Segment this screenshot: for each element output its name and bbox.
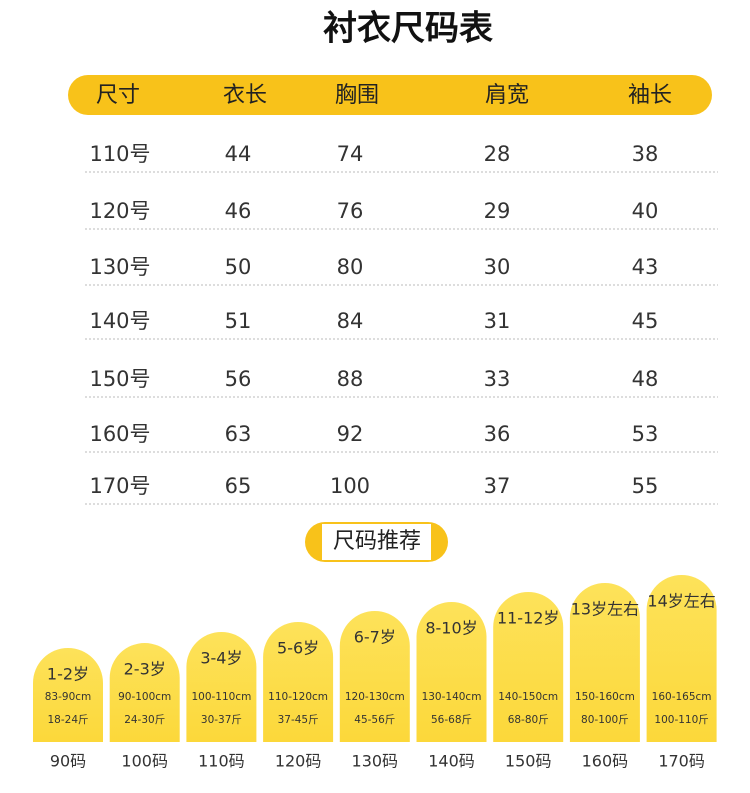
cell: 140号	[89, 309, 150, 333]
cell: 37	[484, 474, 511, 498]
card-weight: 68-80斤	[508, 714, 549, 726]
card-size: 100码	[121, 752, 168, 771]
card-age: 8-10岁	[425, 619, 477, 638]
card-weight: 56-68斤	[431, 714, 472, 726]
cell: 80	[337, 255, 364, 279]
size-card	[33, 648, 103, 742]
card-height: 90-100cm	[118, 691, 171, 703]
column-header: 尺寸	[96, 83, 140, 108]
size-card	[569, 583, 640, 742]
card-age: 13岁左右	[571, 600, 639, 619]
title: 衬衣尺码表	[323, 9, 493, 49]
cell: 55	[632, 474, 659, 498]
cell: 44	[225, 142, 252, 166]
cell: 48	[632, 367, 659, 391]
cell: 29	[484, 199, 511, 223]
header-bar	[68, 75, 712, 115]
card-size: 130码	[352, 752, 399, 771]
card-height: 110-120cm	[268, 691, 328, 703]
cell: 28	[484, 142, 511, 166]
column-header: 胸围	[335, 83, 379, 108]
card-weight: 100-110斤	[654, 714, 708, 726]
card-height: 100-110cm	[191, 691, 251, 703]
recommend-title: 尺码推荐	[333, 529, 421, 554]
card-weight: 80-100斤	[581, 714, 629, 726]
card-height: 83-90cm	[45, 691, 92, 703]
cell: 63	[225, 422, 252, 446]
cell: 30	[484, 255, 511, 279]
cell: 65	[225, 474, 252, 498]
card-age: 11-12岁	[497, 609, 560, 628]
cell: 56	[225, 367, 252, 391]
card-height: 120-130cm	[345, 691, 405, 703]
card-age: 2-3岁	[124, 660, 166, 679]
column-header: 袖长	[628, 83, 672, 108]
card-height: 140-150cm	[498, 691, 558, 703]
size-card	[263, 622, 334, 742]
cell: 84	[337, 309, 364, 333]
size-card	[646, 575, 717, 742]
card-size: 140码	[428, 752, 475, 771]
cell: 38	[632, 142, 659, 166]
card-size: 90码	[50, 752, 86, 771]
cell: 170号	[89, 474, 150, 498]
cell: 74	[337, 142, 364, 166]
cell: 160号	[89, 422, 150, 446]
size-card	[339, 611, 410, 742]
card-height: 150-160cm	[575, 691, 635, 703]
pill-center	[322, 524, 431, 560]
cell: 31	[484, 309, 511, 333]
cell: 50	[225, 255, 252, 279]
card-age: 3-4岁	[200, 649, 242, 668]
cell: 40	[632, 199, 659, 223]
column-header: 衣长	[223, 83, 267, 108]
size-card	[493, 592, 564, 742]
card-size: 160码	[582, 752, 629, 771]
cell: 150号	[89, 367, 150, 391]
column-header: 肩宽	[485, 83, 529, 108]
card-weight: 24-30斤	[124, 714, 165, 726]
cell: 92	[337, 422, 364, 446]
cell: 36	[484, 422, 511, 446]
size-card	[109, 643, 180, 742]
card-weight: 45-56斤	[354, 714, 395, 726]
size-card	[186, 632, 257, 742]
card-size: 110码	[198, 752, 245, 771]
cell: 110号	[89, 142, 150, 166]
card-age: 1-2岁	[47, 665, 89, 684]
card-height: 130-140cm	[422, 691, 482, 703]
cell: 100	[330, 474, 370, 498]
card-weight: 37-45斤	[278, 714, 319, 726]
cell: 43	[632, 255, 659, 279]
cell: 88	[337, 367, 364, 391]
card-size: 120码	[275, 752, 322, 771]
card-size: 150码	[505, 752, 552, 771]
card-age: 5-6岁	[277, 639, 319, 658]
cell: 45	[632, 309, 659, 333]
card-age: 14岁左右	[647, 592, 715, 611]
card-weight: 30-37斤	[201, 714, 242, 726]
card-size: 170码	[658, 752, 705, 771]
cell: 76	[337, 199, 364, 223]
card-weight: 18-24斤	[47, 714, 88, 726]
cell: 51	[225, 309, 252, 333]
cell: 120号	[89, 199, 150, 223]
card-age: 6-7岁	[354, 628, 396, 647]
cell: 53	[632, 422, 659, 446]
cell: 46	[225, 199, 252, 223]
cell: 33	[484, 367, 511, 391]
cell: 130号	[89, 255, 150, 279]
card-height: 160-165cm	[652, 691, 712, 703]
size-card	[416, 602, 487, 742]
